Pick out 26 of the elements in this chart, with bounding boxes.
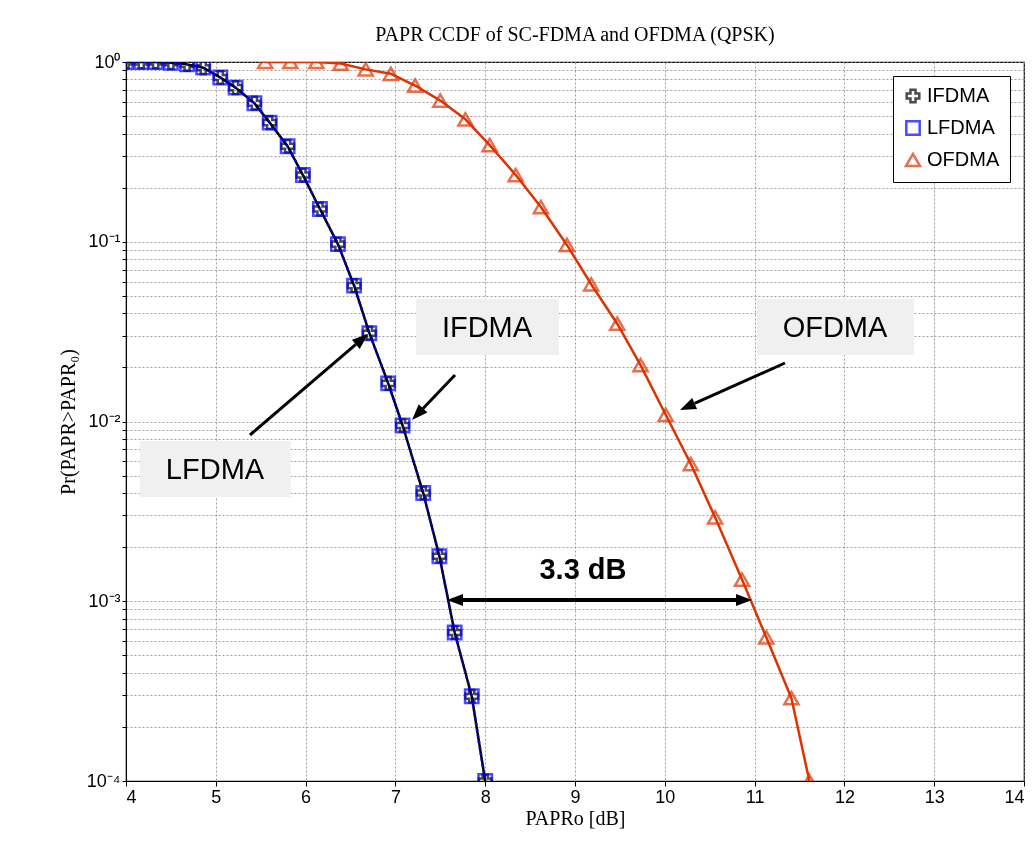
y-tick-label: 10⁻² [88, 411, 121, 431]
x-tick-label: 6 [301, 786, 312, 807]
annotation: OFDMA [782, 311, 889, 343]
x-axis-title: PAPRo [dB] [525, 806, 626, 829]
x-tick-label: 13 [924, 786, 945, 807]
x-tick-label: 9 [570, 786, 581, 807]
y-tick-label: 10⁻³ [88, 590, 121, 611]
annotation: IFDMA [441, 311, 533, 343]
y-tick-label: 10⁰ [94, 51, 121, 72]
chart-title: PAPR CCDF of SC-FDMA and OFDMA (QPSK) [375, 23, 775, 46]
x-tick-label: 11 [745, 786, 765, 807]
y-tick-label: 10⁻⁴ [86, 770, 121, 791]
x-tick-label: 7 [390, 786, 401, 807]
x-tick-label: 10 [655, 786, 676, 807]
x-tick-label: 14 [1004, 786, 1025, 807]
y-axis-title: Pr(PAPR>PAPR₀) [56, 349, 80, 495]
legend-label: LFDMA [927, 116, 996, 138]
annotation: LFDMA [165, 453, 265, 485]
legend-label: IFDMA [927, 84, 990, 106]
y-tick-label: 10⁻¹ [88, 231, 121, 252]
x-tick-label: 4 [126, 786, 137, 807]
x-tick-label: 5 [211, 786, 222, 807]
legend-label: OFDMA [927, 148, 1000, 170]
x-tick-label: 8 [480, 786, 491, 807]
annotation: 3.3 dB [539, 553, 627, 585]
x-tick-label: 12 [834, 786, 855, 807]
